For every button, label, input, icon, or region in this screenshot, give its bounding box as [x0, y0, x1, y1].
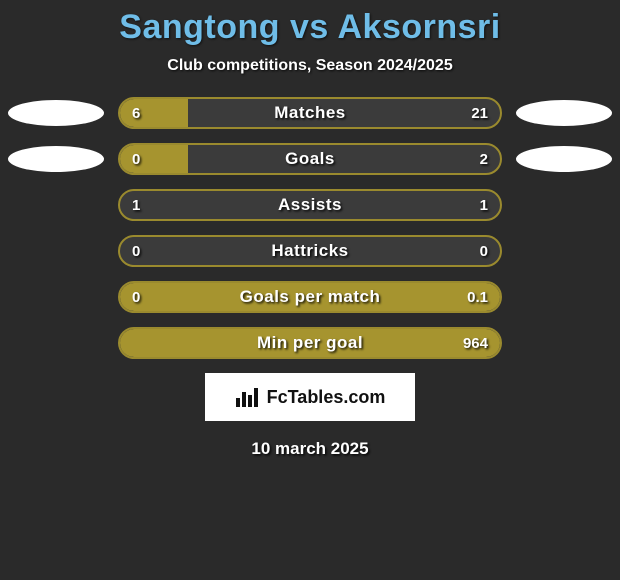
player-ellipse-icon [8, 146, 104, 172]
date: 10 march 2025 [0, 439, 620, 459]
stat-label: Matches [120, 99, 500, 127]
comparison-container: Sangtong vs Aksornsri Club competitions,… [0, 0, 620, 459]
stat-value-left: 0 [132, 145, 140, 173]
bars-icon [235, 386, 261, 408]
stat-value-right: 21 [471, 99, 488, 127]
stat-row: Assists1 1 [0, 189, 620, 221]
stats-rows: Matches621Goals02Assists11Hattricks00Goa… [0, 97, 620, 359]
right-player-slot [508, 146, 620, 172]
stat-label: Goals [120, 145, 500, 173]
stat-bar: Goals0 2 [118, 143, 502, 175]
stat-value-left: 1 [132, 191, 140, 219]
stat-bar: Matches6 21 [118, 97, 502, 129]
stat-bar: Hattricks0 0 [118, 235, 502, 267]
left-player-slot [0, 146, 112, 172]
stat-row: Min per goal964 [0, 327, 620, 359]
player-ellipse-icon [8, 100, 104, 126]
logo-inner: FcTables.com [235, 386, 386, 408]
stat-label: Hattricks [120, 237, 500, 265]
subtitle: Club competitions, Season 2024/2025 [0, 57, 620, 75]
title: Sangtong vs Aksornsri [0, 8, 620, 47]
player-ellipse-icon [516, 100, 612, 126]
stat-label: Min per goal [120, 329, 500, 357]
stat-value-right: 964 [463, 329, 488, 357]
stat-value-left: 0 [132, 283, 140, 311]
stat-value-left: 6 [132, 99, 140, 127]
logo-text: FcTables.com [267, 387, 386, 408]
right-player-slot [508, 100, 620, 126]
stat-label: Goals per match [120, 283, 500, 311]
stat-bar: Assists1 1 [118, 189, 502, 221]
stat-value-right: 0.1 [467, 283, 488, 311]
stat-bar: Min per goal964 [118, 327, 502, 359]
stat-row: Goals0 2 [0, 143, 620, 175]
stat-value-right: 2 [480, 145, 488, 173]
stat-value-right: 1 [480, 191, 488, 219]
logo-box: FcTables.com [205, 373, 415, 421]
stat-row: Matches6 21 [0, 97, 620, 129]
stat-bar: Goals per match0 0.1 [118, 281, 502, 313]
stat-value-right: 0 [480, 237, 488, 265]
player-ellipse-icon [516, 146, 612, 172]
stat-row: Hattricks0 0 [0, 235, 620, 267]
stat-value-left: 0 [132, 237, 140, 265]
stat-row: Goals per match0 0.1 [0, 281, 620, 313]
left-player-slot [0, 100, 112, 126]
stat-label: Assists [120, 191, 500, 219]
